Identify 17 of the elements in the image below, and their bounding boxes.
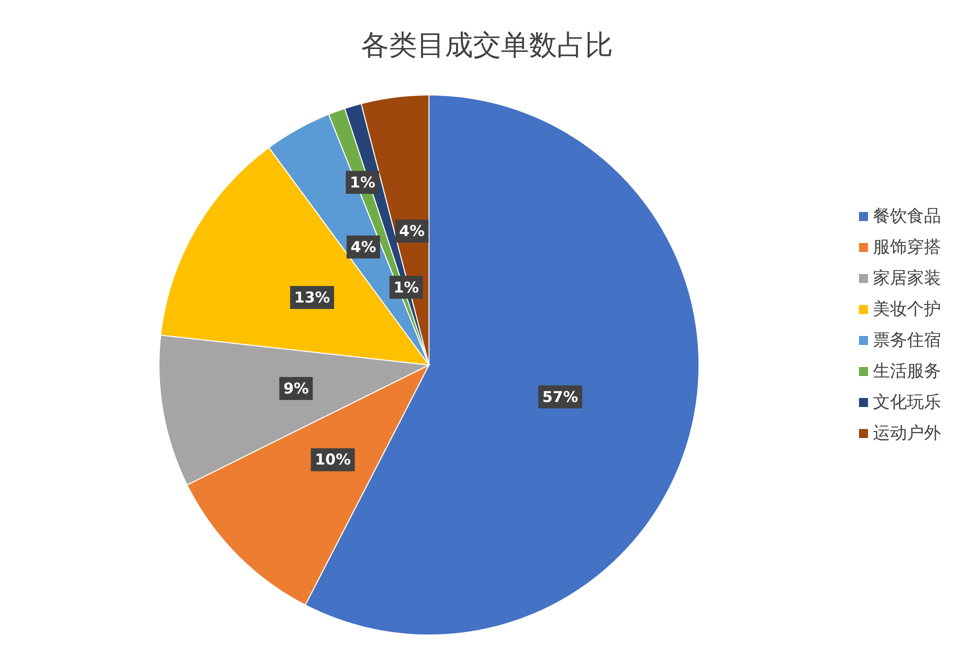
legend-label: 文化玩乐 [873,392,941,412]
data-label: 1% [393,278,419,296]
data-label: 10% [314,450,351,469]
data-label: 57% [542,388,578,406]
legend-label: 运动户外 [873,424,941,444]
data-label: 9% [283,379,309,398]
legend-label: 票务住宿 [873,330,941,350]
legend-label: 服饰穿搭 [873,238,941,258]
data-label: 4% [399,222,425,240]
chart-title: 各类目成交单数占比 [361,28,613,62]
data-label: 13% [294,288,330,306]
data-label: 4% [350,238,376,256]
legend-label: 生活服务 [873,362,941,382]
data-label: 1% [350,173,376,192]
legend-label: 美妆个护 [873,300,941,320]
legend-label: 家居家装 [873,268,941,288]
legend-label: 餐饮食品 [873,206,941,226]
